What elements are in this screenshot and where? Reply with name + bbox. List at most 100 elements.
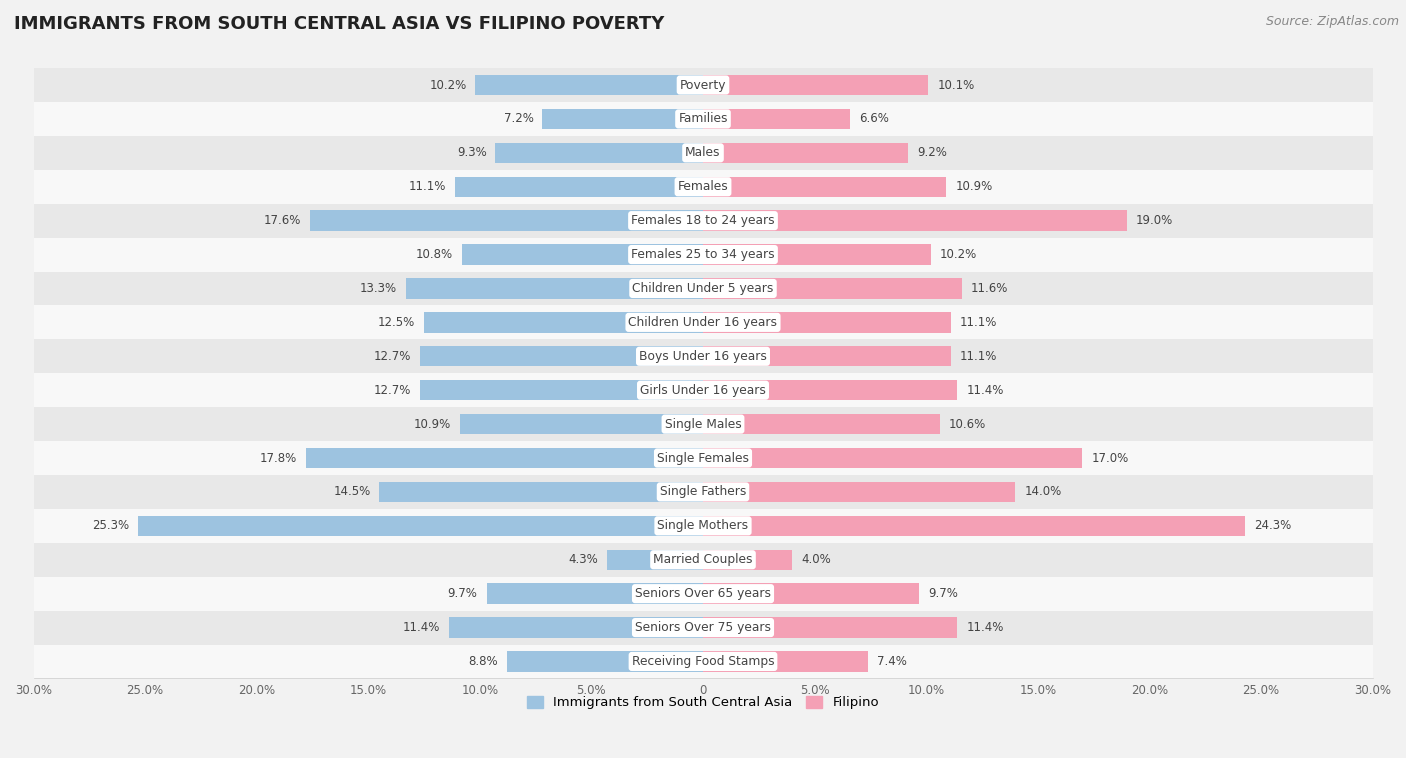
Bar [506,651,703,672]
Bar [34,102,1372,136]
Text: Boys Under 16 years: Boys Under 16 years [640,349,766,363]
Bar [607,550,703,570]
Bar [34,373,1372,407]
Bar [34,509,1372,543]
Bar [419,346,703,366]
Text: 10.9%: 10.9% [955,180,993,193]
Text: 9.3%: 9.3% [457,146,486,159]
Bar [460,414,703,434]
Bar [34,543,1372,577]
Bar [703,143,908,163]
Bar [703,312,950,333]
Text: 4.0%: 4.0% [801,553,831,566]
Text: 17.6%: 17.6% [264,215,301,227]
Bar [703,482,1015,502]
Text: Seniors Over 75 years: Seniors Over 75 years [636,621,770,634]
Text: Receiving Food Stamps: Receiving Food Stamps [631,655,775,668]
Text: 19.0%: 19.0% [1136,215,1173,227]
Text: 9.7%: 9.7% [447,587,478,600]
Bar [703,448,1083,468]
Text: 17.8%: 17.8% [260,452,297,465]
Text: 10.6%: 10.6% [949,418,986,431]
Text: 4.3%: 4.3% [568,553,598,566]
Bar [703,278,962,299]
Bar [311,211,703,231]
Text: Single Females: Single Females [657,452,749,465]
Text: 12.5%: 12.5% [378,316,415,329]
Bar [703,550,792,570]
Text: 10.8%: 10.8% [416,248,453,261]
Bar [406,278,703,299]
Bar [703,584,920,604]
Bar [34,271,1372,305]
Bar [703,515,1246,536]
Bar [34,611,1372,644]
Text: 6.6%: 6.6% [859,112,889,125]
Text: 11.1%: 11.1% [960,349,997,363]
Text: 7.2%: 7.2% [503,112,533,125]
Bar [475,75,703,96]
Text: Source: ZipAtlas.com: Source: ZipAtlas.com [1265,15,1399,28]
Text: Single Fathers: Single Fathers [659,485,747,499]
Text: Females 18 to 24 years: Females 18 to 24 years [631,215,775,227]
Bar [543,108,703,129]
Text: 14.0%: 14.0% [1025,485,1062,499]
Text: 12.7%: 12.7% [373,349,411,363]
Bar [703,617,957,637]
Bar [463,244,703,265]
Bar [456,177,703,197]
Bar [34,136,1372,170]
Legend: Immigrants from South Central Asia, Filipino: Immigrants from South Central Asia, Fili… [522,691,884,715]
Text: 11.1%: 11.1% [409,180,446,193]
Bar [34,204,1372,237]
Bar [34,237,1372,271]
Bar [34,407,1372,441]
Text: 11.4%: 11.4% [402,621,440,634]
Text: 10.9%: 10.9% [413,418,451,431]
Text: Single Males: Single Males [665,418,741,431]
Bar [34,475,1372,509]
Bar [703,211,1128,231]
Text: Seniors Over 65 years: Seniors Over 65 years [636,587,770,600]
Bar [138,515,703,536]
Text: Single Mothers: Single Mothers [658,519,748,532]
Bar [703,380,957,400]
Bar [486,584,703,604]
Text: 25.3%: 25.3% [93,519,129,532]
Text: IMMIGRANTS FROM SOUTH CENTRAL ASIA VS FILIPINO POVERTY: IMMIGRANTS FROM SOUTH CENTRAL ASIA VS FI… [14,15,665,33]
Bar [703,108,851,129]
Text: Children Under 16 years: Children Under 16 years [628,316,778,329]
Bar [419,380,703,400]
Text: 9.7%: 9.7% [928,587,959,600]
Text: Married Couples: Married Couples [654,553,752,566]
Bar [425,312,703,333]
Text: 8.8%: 8.8% [468,655,498,668]
Text: Poverty: Poverty [679,79,727,92]
Text: Males: Males [685,146,721,159]
Text: 9.2%: 9.2% [917,146,948,159]
Bar [703,414,939,434]
Bar [703,177,946,197]
Bar [703,75,928,96]
Bar [703,346,950,366]
Bar [34,441,1372,475]
Text: 13.3%: 13.3% [360,282,398,295]
Text: Families: Families [678,112,728,125]
Text: 17.0%: 17.0% [1091,452,1129,465]
Text: 10.2%: 10.2% [939,248,977,261]
Bar [34,340,1372,373]
Bar [34,170,1372,204]
Text: 10.2%: 10.2% [429,79,467,92]
Bar [380,482,703,502]
Bar [305,448,703,468]
Bar [34,577,1372,611]
Text: 24.3%: 24.3% [1254,519,1292,532]
Text: 11.1%: 11.1% [960,316,997,329]
Bar [703,651,868,672]
Bar [495,143,703,163]
Text: 11.4%: 11.4% [966,621,1004,634]
Bar [34,68,1372,102]
Text: 12.7%: 12.7% [373,384,411,396]
Bar [34,305,1372,340]
Text: 10.1%: 10.1% [938,79,974,92]
